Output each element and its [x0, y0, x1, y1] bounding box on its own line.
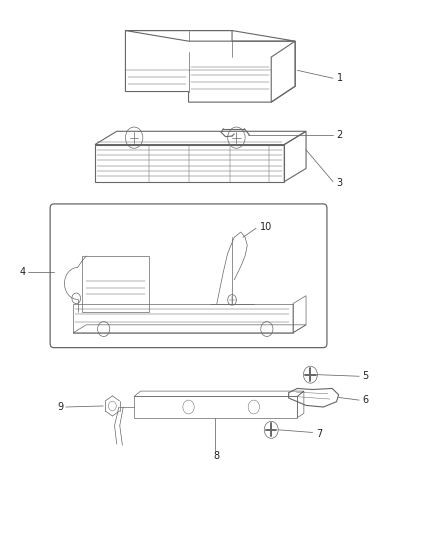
Text: 8: 8	[213, 451, 219, 461]
Text: 3: 3	[336, 177, 343, 188]
Text: 4: 4	[19, 267, 25, 277]
Bar	[82, 256, 149, 312]
Text: 5: 5	[363, 372, 369, 381]
Text: 9: 9	[57, 402, 63, 412]
Text: 7: 7	[316, 429, 322, 439]
Text: 6: 6	[363, 395, 369, 405]
Text: 1: 1	[336, 73, 343, 83]
Text: 10: 10	[259, 222, 272, 232]
Text: 2: 2	[336, 130, 343, 140]
